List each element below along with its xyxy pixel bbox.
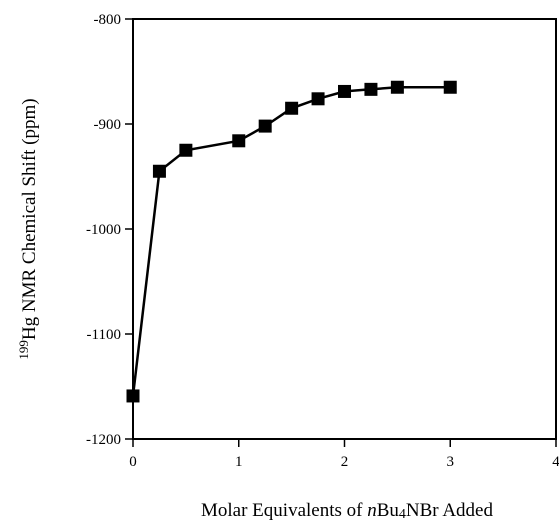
y-axis-ticks: -1200 -1100 -1000 -900 -800 — [86, 12, 133, 448]
y-axis-label-main: Hg NMR Chemical Shift (ppm) — [19, 98, 40, 340]
y-tick-label: -1100 — [87, 327, 121, 343]
data-point — [126, 389, 140, 403]
x-axis-label-sub: 4 — [399, 507, 406, 522]
y-axis-label-sup: 199 — [16, 340, 31, 360]
plot-frame — [132, 18, 557, 440]
x-axis-label-suffix: NBr Added — [406, 500, 494, 521]
x-axis-ticks: 0 1 2 3 4 — [129, 439, 559, 470]
x-tick-label: 1 — [235, 454, 243, 470]
y-tick-label: -900 — [94, 117, 122, 133]
x-axis-label: Molar Equivalents of nBu4NBr Added — [201, 500, 493, 522]
data-point — [232, 134, 246, 148]
data-point — [443, 80, 457, 94]
plot-area — [132, 18, 557, 440]
data-point — [152, 164, 166, 178]
y-tick-label: -1000 — [86, 222, 121, 238]
data-points — [126, 80, 457, 403]
data-point — [338, 84, 351, 98]
series-line — [131, 86, 451, 397]
x-tick-label: 3 — [447, 454, 455, 470]
x-axis-label-prefix: Molar Equivalents of — [201, 500, 367, 521]
data-point — [258, 119, 272, 133]
data-point — [364, 82, 378, 96]
data-point — [311, 92, 325, 106]
x-tick-label: 0 — [129, 454, 137, 470]
y-axis-label: 199Hg NMR Chemical Shift (ppm) — [16, 98, 40, 359]
y-tick-label: -800 — [94, 12, 122, 28]
x-axis-label-middle: Bu — [377, 500, 400, 521]
series-polyline — [131, 86, 451, 397]
data-point — [285, 101, 299, 115]
data-point — [179, 143, 193, 157]
x-tick-label: 2 — [341, 454, 349, 470]
x-axis-label-italic: n — [367, 500, 377, 521]
y-tick-label: -1200 — [86, 432, 121, 448]
x-tick-label: 4 — [552, 454, 559, 470]
data-point — [390, 80, 404, 94]
